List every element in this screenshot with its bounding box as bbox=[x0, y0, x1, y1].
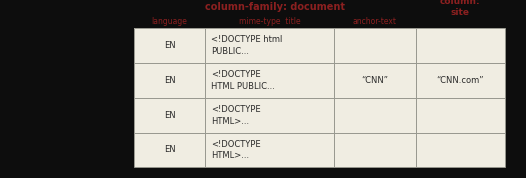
Text: EN: EN bbox=[164, 76, 176, 85]
Bar bbox=[334, 28, 416, 63]
Bar bbox=[416, 28, 505, 63]
Bar bbox=[205, 133, 334, 167]
Bar bbox=[134, 133, 205, 167]
Bar bbox=[334, 98, 416, 133]
Text: <!DOCTYPE
HTML>...: <!DOCTYPE HTML>... bbox=[211, 105, 261, 126]
Bar bbox=[334, 63, 416, 98]
Bar bbox=[334, 133, 416, 167]
Text: <!DOCTYPE
HTML PUBLIC...: <!DOCTYPE HTML PUBLIC... bbox=[211, 70, 275, 91]
Text: anchor-text: anchor-text bbox=[353, 17, 397, 26]
Bar bbox=[134, 63, 205, 98]
Bar bbox=[205, 28, 334, 63]
Bar bbox=[205, 63, 334, 98]
Bar bbox=[134, 28, 205, 63]
Bar bbox=[134, 98, 205, 133]
Bar bbox=[416, 133, 505, 167]
Bar bbox=[205, 98, 334, 133]
Text: EN: EN bbox=[164, 41, 176, 50]
Bar bbox=[416, 98, 505, 133]
Text: language: language bbox=[151, 17, 188, 26]
Text: <!DOCTYPE
HTML>...: <!DOCTYPE HTML>... bbox=[211, 140, 261, 160]
Text: column:
site: column: site bbox=[440, 0, 481, 17]
Text: EN: EN bbox=[164, 111, 176, 120]
Text: “CNN.com”: “CNN.com” bbox=[437, 76, 484, 85]
Bar bbox=[416, 63, 505, 98]
Text: mime-type  title: mime-type title bbox=[239, 17, 300, 26]
Bar bbox=[134, 28, 505, 167]
Text: “CNN”: “CNN” bbox=[361, 76, 388, 85]
Text: EN: EN bbox=[164, 145, 176, 155]
Text: <!DOCTYPE html
PUBLIC...: <!DOCTYPE html PUBLIC... bbox=[211, 35, 283, 56]
Text: column-family: document: column-family: document bbox=[205, 2, 345, 12]
